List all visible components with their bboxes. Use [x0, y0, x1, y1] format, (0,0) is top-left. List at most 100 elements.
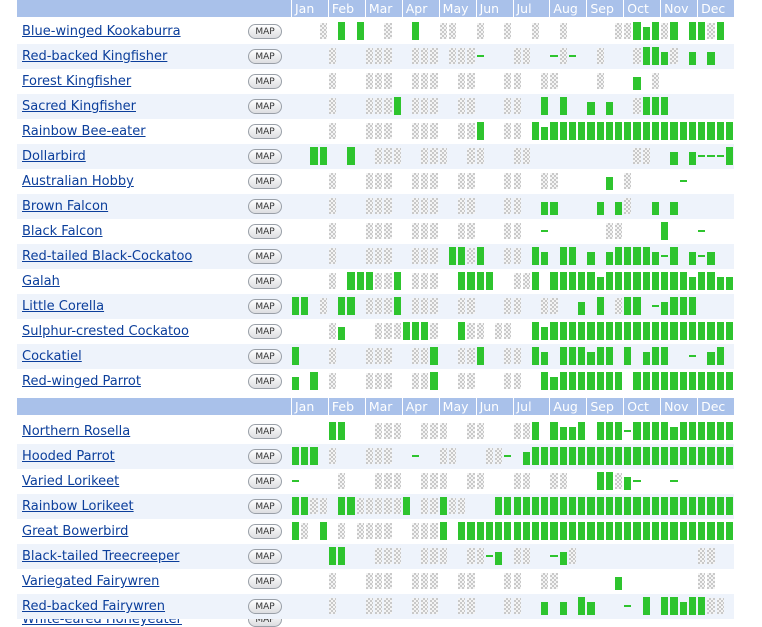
bird-name-link[interactable]: Varied Lorikeet — [22, 474, 120, 489]
sighting-bar — [615, 447, 623, 465]
map-button[interactable]: MAP — [248, 524, 282, 539]
sighting-bar — [328, 422, 337, 440]
bird-name-link[interactable]: Blue-winged Kookaburra — [22, 24, 181, 39]
no-data-cell — [384, 598, 392, 614]
no-data-cell — [411, 98, 420, 114]
map-button[interactable]: MAP — [248, 574, 282, 589]
map-button[interactable]: MAP — [248, 374, 282, 389]
no-data-cell — [513, 598, 521, 614]
sighting-bar — [531, 447, 540, 465]
no-data-cell — [411, 48, 420, 64]
bird-name-link[interactable]: Cockatiel — [22, 349, 82, 364]
map-button[interactable]: MAP — [248, 199, 282, 214]
bird-name-link[interactable]: Black-tailed Treecreeper — [22, 549, 180, 564]
map-button[interactable]: MAP — [248, 149, 282, 164]
bird-name-link[interactable]: Northern Rosella — [22, 424, 131, 439]
sighting-bar-low — [559, 427, 567, 440]
sighting-bar — [550, 497, 558, 515]
bird-name-link[interactable]: White-eared Honeyeater — [22, 619, 182, 627]
map-button[interactable]: MAP — [248, 424, 282, 439]
no-data-cell — [439, 423, 447, 439]
bird-name-link[interactable]: Red-tailed Black-Cockatoo — [22, 249, 193, 264]
sighting-bar — [679, 297, 687, 315]
map-button[interactable]: MAP — [248, 124, 282, 139]
map-button[interactable]: MAP — [248, 74, 282, 89]
map-button[interactable]: MAP — [248, 99, 282, 114]
bird-name-link[interactable]: Australian Hobby — [22, 174, 134, 189]
map-button[interactable]: MAP — [248, 274, 282, 289]
bird-name-link[interactable]: Brown Falcon — [22, 199, 109, 214]
bird-name-link[interactable]: Hooded Parrot — [22, 449, 115, 464]
bird-name-link[interactable]: Great Bowerbird — [22, 524, 129, 539]
sighting-bar — [707, 422, 715, 440]
bird-name-link[interactable]: Red-backed Kingfisher — [22, 49, 168, 64]
no-data-cell — [365, 348, 374, 364]
map-button[interactable]: MAP — [248, 449, 282, 464]
no-data-cell — [615, 473, 623, 489]
sighting-bar-low — [670, 202, 678, 215]
bird-name-link[interactable]: Black Falcon — [22, 224, 103, 239]
sighting-bar — [716, 22, 724, 40]
sighting-bar — [679, 322, 687, 340]
bird-name-link[interactable]: Sulphur-crested Cockatoo — [22, 324, 189, 339]
map-button[interactable]: MAP — [248, 24, 282, 39]
sighting-bar — [559, 347, 567, 365]
sighting-bar-low — [541, 352, 549, 365]
bird-name-link[interactable]: Galah — [22, 274, 60, 289]
no-data-cell — [319, 498, 327, 514]
sighting-bar — [707, 497, 715, 515]
sighting-trace — [670, 480, 678, 482]
sighting-bar — [495, 497, 503, 515]
map-button[interactable]: MAP — [248, 324, 282, 339]
bird-name-link[interactable]: Red-winged Parrot — [22, 374, 141, 389]
sighting-bar — [624, 497, 632, 515]
no-data-cell — [365, 248, 374, 264]
bird-row: Brown Falcon MAP — [17, 194, 734, 219]
map-button[interactable]: MAP — [248, 549, 282, 564]
map-button[interactable]: MAP — [248, 249, 282, 264]
month-separator — [623, 0, 625, 17]
sighting-bar — [541, 372, 549, 390]
bird-name-link[interactable]: Forest Kingfisher — [22, 74, 132, 89]
month-header: Jan Feb Mar Apr May Jun Jul Aug Sep Oct Nov Dec — [17, 398, 734, 415]
sighting-bar — [725, 522, 733, 540]
bird-name-link[interactable]: Dollarbird — [22, 149, 86, 164]
no-data-cell — [458, 298, 466, 314]
sighting-bar — [725, 147, 733, 165]
sighting-bar — [651, 22, 660, 40]
sighting-trace — [688, 355, 697, 357]
bird-row: Red-backed Kingfisher MAP — [17, 44, 734, 69]
no-data-cell — [439, 148, 447, 164]
map-button[interactable]: MAP — [248, 174, 282, 189]
map-button[interactable]: MAP — [248, 224, 282, 239]
bird-name-link[interactable]: Sacred Kingfisher — [22, 99, 136, 114]
bird-name-link[interactable]: Red-backed Fairywren — [22, 599, 166, 614]
map-button[interactable]: MAP — [248, 349, 282, 364]
bird-name-link[interactable]: Variegated Fairywren — [22, 574, 160, 589]
sighting-bar — [550, 122, 558, 140]
bird-name-link[interactable]: Rainbow Lorikeet — [22, 499, 134, 514]
sighting-bar — [522, 522, 530, 540]
map-button[interactable]: MAP — [248, 299, 282, 314]
sighting-bar — [633, 372, 641, 390]
map-button[interactable]: MAP — [248, 499, 282, 514]
bird-name-link[interactable]: Little Corella — [22, 299, 105, 314]
no-data-cell — [476, 423, 484, 439]
month-label-mar: Mar — [368, 399, 393, 414]
map-button[interactable]: MAP — [248, 619, 282, 627]
month-label-jun: Jun — [479, 1, 500, 16]
sighting-bar-low — [688, 52, 697, 65]
sighting-trace — [698, 230, 706, 232]
map-button[interactable]: MAP — [248, 49, 282, 64]
sighting-bar — [661, 347, 669, 365]
sighting-bar — [679, 497, 687, 515]
no-data-cell — [430, 123, 438, 139]
bird-row: Northern Rosella MAP — [17, 419, 734, 444]
bird-name-link[interactable]: Rainbow Bee-eater — [22, 124, 146, 139]
no-data-cell — [531, 23, 540, 39]
map-button[interactable]: MAP — [248, 599, 282, 614]
no-data-cell — [384, 273, 392, 289]
sighting-bar — [615, 372, 623, 390]
map-button[interactable]: MAP — [248, 474, 282, 489]
no-data-cell — [541, 298, 549, 314]
